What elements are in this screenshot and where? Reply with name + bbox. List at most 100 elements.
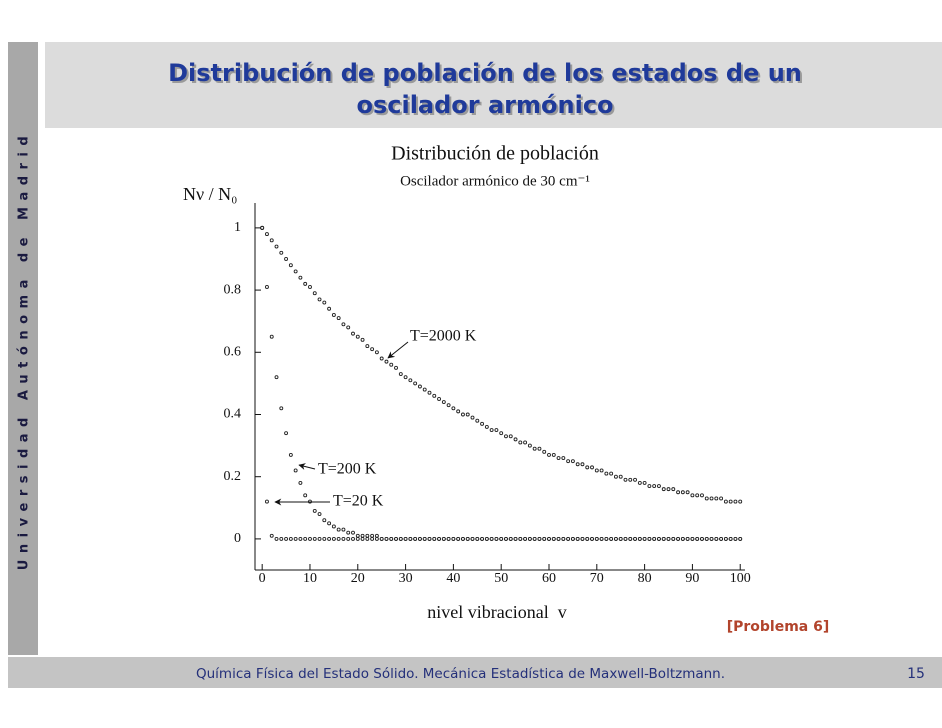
series-annotation: T=2000 K: [410, 328, 477, 345]
data-point: [700, 536, 704, 541]
data-point: [441, 536, 446, 541]
data-point: [599, 536, 604, 541]
data-point: [676, 490, 681, 495]
x-tick-label: 50: [494, 571, 508, 586]
data-point: [298, 275, 303, 280]
data-point: [580, 462, 585, 467]
data-point: [303, 281, 308, 286]
data-point: [279, 250, 284, 255]
data-point: [365, 536, 370, 541]
data-point: [728, 536, 733, 541]
data-point: [609, 471, 614, 476]
data-point: [394, 365, 398, 370]
data-point: [484, 536, 489, 541]
data-point: [346, 325, 351, 330]
chart-title: Distribución de población: [391, 143, 599, 165]
data-point: [647, 536, 652, 541]
data-point: [489, 428, 494, 432]
data-point: [456, 536, 461, 541]
data-point: [714, 536, 719, 541]
data-point: [308, 536, 312, 541]
data-point: [685, 536, 690, 541]
data-point: [532, 536, 537, 541]
data-point: [666, 487, 671, 492]
data-point: [470, 536, 475, 541]
data-point: [360, 536, 365, 541]
chart-area: [160, 135, 790, 628]
data-point: [298, 480, 303, 485]
data-point: [303, 493, 308, 498]
data-point: [623, 536, 628, 541]
data-point: [733, 536, 738, 541]
data-point: [719, 536, 724, 541]
data-point: [494, 536, 499, 541]
data-point: [284, 257, 289, 261]
x-tick-label: 100: [730, 571, 751, 586]
data-point: [351, 331, 355, 336]
side-text: Universidad Autónoma de Madrid: [17, 130, 32, 570]
data-point: [317, 297, 322, 302]
data-point: [570, 459, 575, 464]
data-point: [700, 493, 704, 498]
data-point: [489, 536, 494, 541]
data-point: [690, 536, 695, 541]
data-point: [527, 443, 532, 448]
data-point: [723, 499, 728, 504]
y-tick-label: 0.6: [224, 345, 242, 360]
data-point: [427, 536, 432, 541]
data-point: [523, 440, 528, 445]
data-point: [341, 322, 346, 327]
data-point: [446, 536, 451, 541]
data-point: [561, 456, 566, 460]
y-tick-label: 0.8: [224, 282, 242, 297]
data-point: [303, 536, 308, 541]
x-tick-label: 70: [590, 571, 604, 586]
data-point: [508, 536, 513, 541]
x-axis-label: nivel vibracional v: [427, 602, 566, 622]
data-point: [618, 536, 623, 541]
x-tick-label: 40: [446, 571, 460, 586]
data-point: [398, 536, 403, 541]
data-point: [269, 334, 274, 339]
data-point: [661, 536, 666, 541]
data-point: [556, 536, 561, 541]
data-point: [293, 536, 298, 541]
data-point: [628, 477, 633, 482]
annotation-arrow: [298, 463, 316, 470]
data-point: [685, 490, 690, 495]
data-point: [389, 536, 394, 541]
data-point: [355, 334, 360, 339]
data-point: [331, 524, 336, 529]
data-point: [374, 533, 379, 538]
data-point: [370, 536, 375, 541]
data-point: [590, 465, 594, 470]
data-point: [331, 536, 336, 541]
data-point: [355, 533, 360, 538]
data-point: [480, 421, 485, 426]
data-point: [351, 530, 355, 535]
data-point: [676, 536, 681, 541]
data-point: [403, 536, 408, 541]
data-point: [394, 536, 398, 541]
x-tick-label: 0: [259, 571, 266, 586]
data-point: [599, 468, 604, 473]
data-point: [284, 536, 289, 541]
data-point: [613, 474, 618, 479]
data-point: [661, 487, 666, 492]
data-point: [647, 484, 652, 488]
data-point: [322, 518, 327, 523]
data-point: [657, 484, 661, 488]
data-point: [642, 536, 647, 541]
data-point: [456, 409, 461, 414]
data-point: [704, 536, 709, 541]
x-tick-label: 60: [542, 571, 556, 586]
data-point: [542, 536, 547, 541]
data-point: [475, 536, 480, 541]
data-point: [618, 474, 623, 479]
data-point: [680, 490, 685, 495]
data-point: [341, 527, 346, 532]
data-point: [327, 306, 332, 311]
data-point: [680, 536, 685, 541]
data-point: [633, 477, 637, 482]
